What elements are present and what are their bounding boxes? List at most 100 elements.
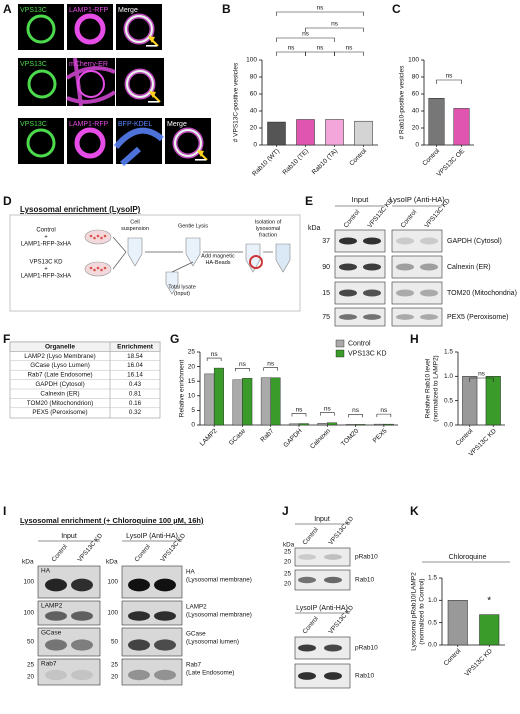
table-cell: 0.81 [129, 390, 142, 397]
significance-bracket [305, 27, 364, 32]
channel-label: Merge [118, 7, 138, 14]
bar [289, 423, 300, 426]
blot-label: (Lysosomal membrane) [186, 612, 252, 619]
organelle-ring [125, 15, 153, 43]
tube [185, 237, 201, 267]
y-tick-label: 80 [412, 74, 420, 81]
organelle-ring [26, 128, 56, 158]
blot-label: HA [186, 569, 196, 576]
blot [121, 658, 183, 686]
blot [294, 636, 351, 660]
cell [93, 268, 96, 272]
significance-label: ns [446, 73, 454, 80]
kda-marker: 15 [322, 290, 330, 297]
band [128, 611, 150, 621]
table-header: Enrichment [117, 343, 154, 350]
tube [165, 271, 179, 295]
step-label: (Input) [174, 291, 190, 297]
blot-label: HA [41, 568, 51, 575]
band [396, 314, 414, 320]
band [363, 289, 381, 297]
significance-bracket [235, 367, 250, 372]
group-heading: Input [352, 195, 370, 204]
arrow-head [149, 91, 156, 98]
kda-marker: 100 [107, 610, 118, 617]
panel-letter: B [222, 2, 231, 16]
band [154, 611, 176, 621]
label: kDa [22, 559, 34, 566]
y-axis-label: Relative enrichment [179, 360, 186, 418]
arrow-head [197, 150, 204, 157]
band [128, 669, 150, 681]
blot-label: Rab10 [355, 673, 375, 680]
kda-marker: 50 [111, 639, 119, 646]
significance-label: ns [288, 45, 296, 52]
y-tick-label: 0 [415, 142, 419, 149]
y-axis-label: # Rab10-positive vesicles [399, 65, 406, 139]
significance-label: ns [211, 351, 219, 358]
panel-letter: I [3, 504, 6, 518]
blot-label: Calnexin (ER) [447, 264, 491, 271]
step-label: Gentle Lysis [178, 223, 208, 229]
channel-label: BFP-KDEL [118, 121, 152, 128]
bar [213, 367, 224, 426]
significance-label: ns [267, 360, 275, 367]
organelle-ring [77, 70, 105, 98]
blot [391, 281, 443, 305]
blot-label: Rab10 [355, 577, 375, 584]
bar [270, 377, 281, 426]
band [339, 237, 357, 245]
y-tick-label: 20 [412, 125, 420, 132]
kda-marker: 50 [27, 639, 35, 646]
band [363, 237, 381, 245]
blot [294, 569, 351, 591]
band [396, 263, 414, 271]
y-tick-label: 10 [188, 393, 196, 400]
cell [100, 268, 103, 272]
legend-swatch [335, 339, 345, 348]
scale-bar [195, 159, 206, 161]
y-tick-label: 20 [250, 125, 258, 132]
table-cell: GAPDH (Cytosol) [35, 381, 84, 388]
bar [232, 379, 243, 426]
schematic-frame [9, 214, 301, 312]
bar [317, 423, 328, 426]
band [420, 314, 438, 320]
channel-label: mCherry-ER [69, 61, 108, 68]
cell [93, 236, 96, 240]
y-tick-label: 40 [412, 108, 420, 115]
panel-letter: K [410, 504, 419, 518]
schematic-title: Lysosomal enrichment (LysoIP) [20, 205, 141, 214]
band [71, 578, 93, 592]
channel-label: LAMP1-RFP [69, 121, 109, 128]
band [324, 672, 342, 680]
flow-arrow [171, 261, 194, 273]
bar [479, 614, 500, 646]
organelle-ring [174, 129, 202, 157]
kda-marker: 20 [284, 581, 292, 588]
significance-label: ns [296, 406, 304, 413]
significance-label: ns [317, 5, 325, 12]
blot [294, 547, 351, 567]
band [324, 644, 342, 652]
kda-marker: 100 [23, 579, 34, 586]
condition-label: LAMP1-RFP-3xHA [21, 242, 71, 248]
blot-label: PEX5 (Peroxisome) [447, 314, 508, 321]
significance-bracket [469, 377, 494, 382]
organelle-ring [26, 14, 56, 44]
label: kDa [106, 559, 118, 566]
y-axis-label: Lysosomal pRab10/LAMP2 [411, 572, 418, 651]
blot [391, 229, 443, 253]
channel-label: Merge [167, 121, 187, 128]
kda-marker: 25 [27, 662, 35, 669]
y-tick-label: 20 [188, 363, 196, 370]
cell [89, 266, 93, 270]
y-tick-label: 100 [246, 57, 257, 64]
blot-label: GAPDH (Cytosol) [447, 238, 502, 245]
kda-marker: 20 [284, 559, 292, 566]
y-axis-label: (normalized to LAMP2) [433, 355, 440, 421]
step-label: Cell [130, 219, 139, 225]
bar [462, 376, 478, 426]
